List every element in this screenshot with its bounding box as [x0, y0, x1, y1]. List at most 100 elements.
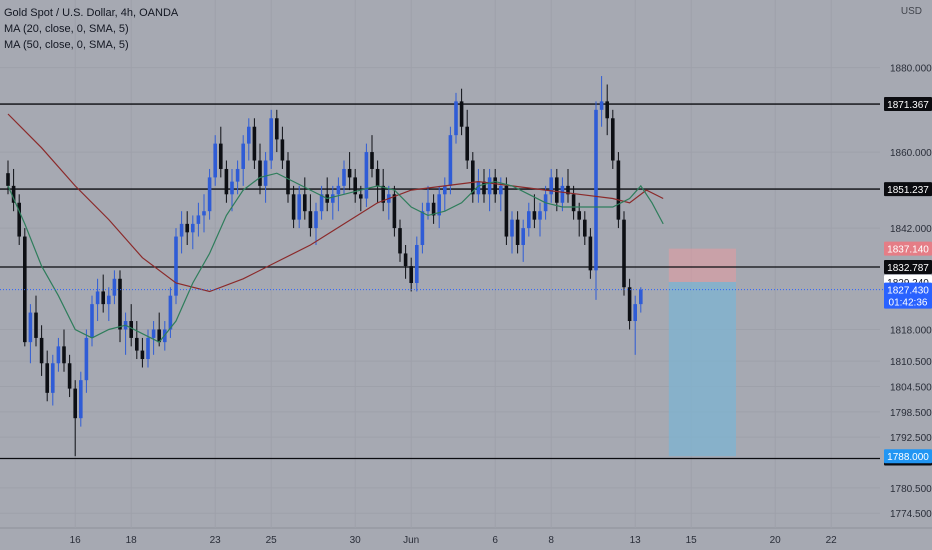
candle-body — [39, 337, 44, 364]
candle-body — [247, 126, 251, 144]
candle-body — [174, 236, 178, 296]
candle-body — [605, 101, 609, 119]
candle-body — [487, 177, 492, 195]
candle-body — [34, 312, 38, 338]
candle-body — [527, 211, 531, 229]
ma20-line — [7, 172, 664, 343]
candle-body — [168, 295, 173, 330]
candle-body — [476, 181, 481, 195]
candle-body — [331, 194, 335, 203]
y-tick-label: 1810.500 — [890, 357, 932, 368]
ma50-line — [7, 113, 664, 293]
candle-body — [359, 194, 363, 199]
level-price-label-bg — [884, 260, 932, 275]
candle-body — [342, 168, 346, 186]
candle-body — [73, 388, 77, 419]
candle-body — [67, 363, 72, 389]
legend-title: Gold Spot / U.S. Dollar, 4h, OANDA — [4, 7, 179, 19]
candle-body — [471, 160, 475, 195]
candle-body — [611, 118, 615, 161]
candle-body — [202, 211, 206, 216]
candle-body — [90, 304, 94, 338]
level-price-label: 1871.367 — [887, 100, 929, 111]
candle-body — [28, 312, 33, 343]
x-tick-label: 15 — [686, 535, 698, 546]
candle-body — [129, 321, 133, 338]
candle-body — [252, 126, 257, 161]
x-tick-label: 18 — [126, 535, 138, 546]
y-tick-label: 1774.500 — [890, 509, 932, 520]
candle-body — [515, 219, 520, 245]
candle-body — [6, 173, 10, 186]
candle-body — [213, 143, 217, 178]
candle-body — [426, 202, 430, 212]
candle-body — [185, 223, 189, 233]
candle-body — [364, 152, 369, 199]
y-tick-label: 1798.500 — [890, 408, 932, 419]
stop-loss-zone — [668, 248, 736, 282]
candle-body — [179, 223, 184, 237]
candle-body — [291, 194, 296, 220]
stop-price-label: 1837.140 — [887, 245, 929, 256]
y-tick-label: 1804.500 — [890, 382, 932, 393]
candle-body — [577, 211, 581, 220]
candle-body — [465, 126, 469, 161]
candle-body — [571, 194, 576, 212]
candles-group — [6, 76, 643, 457]
candle-body — [258, 160, 262, 186]
candle-body — [219, 143, 223, 169]
chart-legend: Gold Spot / U.S. Dollar, 4h, OANDA MA (2… — [4, 5, 178, 53]
candle-body — [196, 215, 201, 224]
candle-body — [381, 185, 385, 203]
candle-body — [482, 181, 486, 195]
candle-body — [627, 287, 632, 322]
candle-body — [45, 363, 49, 393]
candle-body — [235, 168, 240, 182]
legend-ma50: MA (50, close, 0, SMA, 5) — [4, 39, 129, 51]
candle-body — [459, 101, 464, 127]
x-tick-label: 16 — [70, 535, 82, 546]
candle-body — [84, 337, 89, 381]
candle-body — [594, 109, 598, 271]
candle-body — [230, 181, 234, 195]
level-price-label-bg — [884, 97, 932, 112]
candle-body — [269, 118, 273, 161]
candle-body — [555, 177, 559, 203]
candle-body — [392, 194, 397, 229]
candle-body — [521, 228, 525, 245]
y-tick-label: 1860.000 — [890, 148, 932, 159]
x-tick-label: Jun — [403, 535, 419, 546]
candle-body — [588, 236, 593, 271]
candle-body — [599, 101, 604, 110]
candle-body — [101, 291, 105, 305]
candle-body — [241, 143, 245, 169]
y-tick-label: 1880.000 — [890, 64, 932, 75]
y-tick-label: 1818.000 — [890, 325, 932, 336]
candle-body — [224, 168, 229, 195]
candle-body — [297, 194, 301, 220]
candle-body — [403, 253, 408, 267]
candle-body — [51, 363, 55, 393]
candle-body — [157, 329, 161, 343]
candle-body — [622, 219, 626, 288]
candle-body — [336, 185, 341, 195]
candle-body — [633, 304, 637, 322]
level-price-label: 1832.787 — [887, 263, 929, 274]
candle-body — [207, 177, 212, 212]
last-price-label-bg — [884, 282, 932, 309]
candle-body — [107, 295, 111, 305]
candle-body — [62, 346, 66, 364]
candle-body — [375, 168, 380, 186]
target-price-label: 1788.000 — [887, 452, 929, 463]
last-price-label: 1827.430 — [887, 286, 929, 297]
candle-body — [532, 211, 537, 220]
candle-body — [135, 337, 139, 351]
candle-body — [319, 194, 324, 212]
x-tick-label: 6 — [492, 535, 498, 546]
candle-body — [370, 152, 374, 169]
legend-ma20: MA (20, close, 0, SMA, 5) — [4, 23, 129, 35]
candle-body — [286, 160, 290, 195]
